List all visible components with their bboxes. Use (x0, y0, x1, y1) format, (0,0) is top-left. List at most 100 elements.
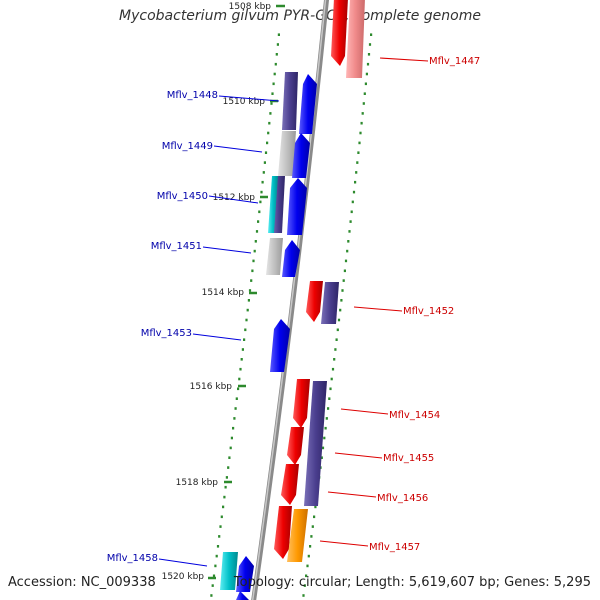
scale-dot (355, 171, 358, 174)
scale-dot (302, 594, 305, 597)
topology-text: Topology: circular; Length: 5,619,607 bp… (233, 575, 591, 590)
cds-arrow-reverse[interactable] (281, 464, 299, 505)
cds-arrow-forward[interactable] (299, 74, 317, 134)
label-leader (213, 145, 263, 153)
scale-dot (212, 574, 216, 578)
scale-dot (367, 53, 371, 56)
scale-dot (245, 318, 248, 322)
scale-dot (246, 308, 249, 312)
scale-dot (310, 535, 313, 538)
cds-arrow-forward[interactable] (236, 556, 254, 592)
cds-arrow-reverse[interactable] (287, 427, 304, 465)
scale-dot (218, 535, 221, 538)
scale-dot (239, 367, 242, 371)
scale-dot (337, 318, 341, 322)
reverse-gene-track (287, 0, 365, 562)
tick-label: 1514 kbp (202, 288, 245, 298)
gene-bar-dark[interactable] (304, 381, 327, 506)
scale-dot (348, 230, 351, 233)
cds-arrow-reverse[interactable] (331, 0, 348, 66)
scale-dot (210, 594, 213, 597)
scale-dot (336, 328, 339, 332)
cds-arrow-forward[interactable] (292, 133, 310, 178)
scale-dot (333, 358, 336, 361)
scale-dot (227, 466, 230, 469)
cds-arrow-forward[interactable] (236, 591, 249, 600)
label-leader (319, 540, 369, 547)
gene-bar-dark[interactable] (282, 72, 298, 130)
scale-dot (247, 299, 250, 302)
scale-dot (349, 220, 352, 223)
gene-bar-gray[interactable] (266, 238, 283, 275)
scale-dot (344, 259, 348, 263)
scale-dot (222, 505, 225, 509)
gene-bar-gray[interactable] (278, 131, 296, 176)
gene-label-mflv-1447[interactable]: Mflv_1447 (429, 56, 480, 67)
scale-dot (262, 171, 265, 174)
scale-dot (271, 92, 274, 95)
scale-dot (237, 387, 240, 391)
tick-label: 1520 kbp (162, 572, 205, 582)
scale-dot (248, 289, 252, 292)
scale-dot (220, 515, 223, 519)
scale-dot (331, 367, 335, 371)
label-leader (208, 195, 259, 204)
rna-bar-cyan[interactable] (220, 552, 238, 590)
cds-arrow-forward[interactable] (270, 319, 290, 372)
scale-dot (363, 92, 366, 95)
gene-label-mflv-1451[interactable]: Mflv_1451 (151, 241, 202, 252)
scale-dot (244, 328, 247, 332)
cds-arrow-forward[interactable] (282, 240, 300, 277)
cds-arrow-reverse[interactable] (274, 506, 292, 559)
gene-label-mflv-1453[interactable]: Mflv_1453 (141, 328, 192, 339)
scale-dot (368, 43, 372, 46)
scale-dot (357, 151, 360, 154)
label-leader (192, 333, 242, 341)
reverse-cds-arrows (274, 0, 348, 559)
scale-dot (327, 407, 330, 410)
label-leader (327, 491, 377, 498)
scale-dot (269, 112, 272, 115)
scale-dot (360, 121, 363, 125)
scale-dot (260, 190, 263, 194)
rna-bar-cyan[interactable] (268, 176, 278, 233)
gene-label-mflv-1449[interactable]: Mflv_1449 (162, 141, 213, 152)
scale-dot (255, 230, 259, 233)
gene-label-mflv-1457[interactable]: Mflv_1457 (369, 542, 420, 553)
scale-dot (370, 33, 373, 36)
genome-backbone (251, 0, 330, 600)
gene-label-mflv-1450[interactable]: Mflv_1450 (157, 191, 208, 202)
scale-dot (329, 387, 332, 391)
scale-dot (321, 446, 325, 450)
gene-label-mflv-1454[interactable]: Mflv_1454 (389, 410, 440, 421)
label-leader (202, 246, 252, 254)
scale-dot (252, 259, 255, 263)
gene-bar-orange[interactable] (287, 509, 308, 562)
gene-bar-pink[interactable] (346, 0, 365, 78)
scale-dot (358, 141, 361, 145)
scale-dot (356, 161, 359, 164)
inner-scale-dots (210, 33, 280, 597)
scale-dot (352, 190, 356, 194)
scale-dot (311, 525, 314, 528)
scale-dot (277, 33, 280, 36)
cds-arrow-reverse[interactable] (293, 379, 310, 428)
gene-label-mflv-1455[interactable]: Mflv_1455 (383, 453, 434, 464)
label-leader (158, 558, 208, 567)
cds-arrow-reverse[interactable] (306, 281, 323, 322)
scale-dot (266, 141, 269, 145)
scale-dot (235, 397, 238, 400)
scale-dot (364, 82, 367, 86)
scale-dot (362, 102, 365, 105)
scale-dot (267, 131, 270, 135)
cds-arrow-forward[interactable] (287, 178, 307, 235)
scale-dot (215, 554, 218, 558)
scale-dot (343, 269, 346, 273)
scale-dot (334, 348, 337, 351)
gene-bar-dark[interactable] (321, 282, 339, 324)
label-leader (340, 408, 389, 415)
gene-label-mflv-1458[interactable]: Mflv_1458 (107, 553, 158, 564)
gene-label-mflv-1452[interactable]: Mflv_1452 (403, 306, 454, 317)
gene-label-mflv-1448[interactable]: Mflv_1448 (167, 90, 218, 101)
gene-label-mflv-1456[interactable]: Mflv_1456 (377, 493, 428, 504)
